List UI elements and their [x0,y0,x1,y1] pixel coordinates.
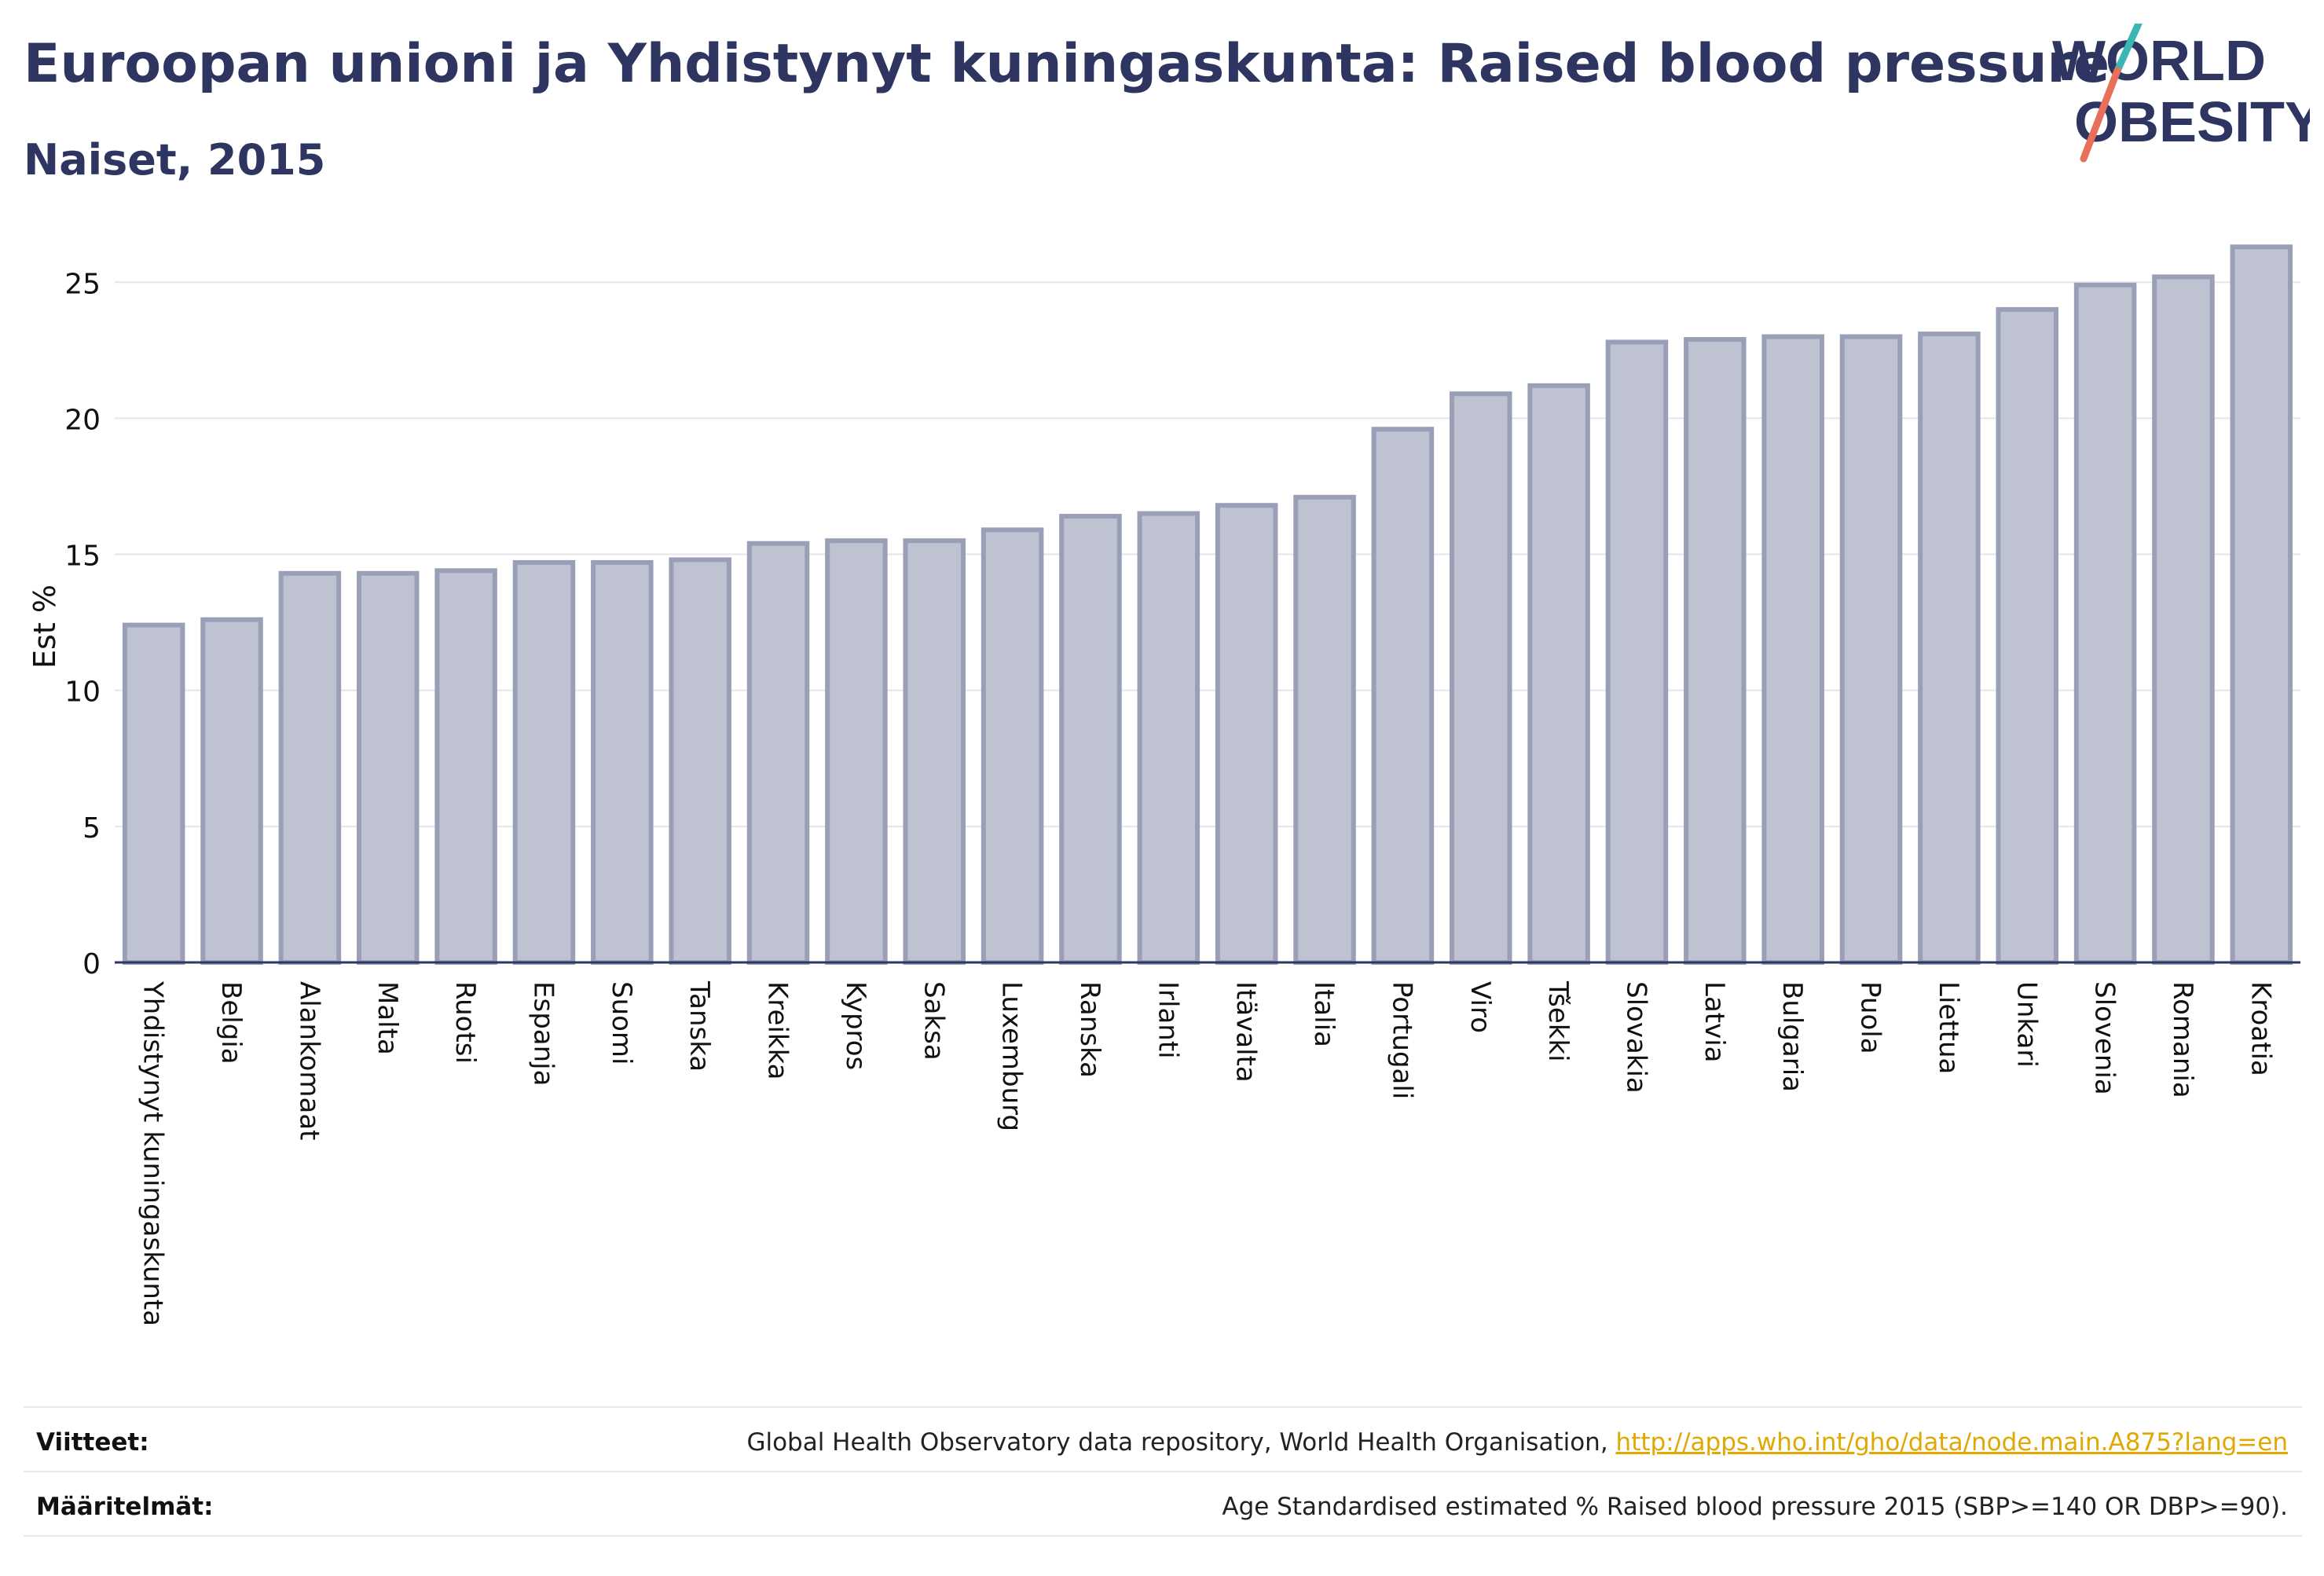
bar[interactable] [591,559,654,965]
bar[interactable] [1918,332,1981,965]
x-tick-label: Belgia [215,981,247,1065]
footer-divider-top [24,1406,2302,1408]
x-tick-label: Portugali [1386,981,1417,1099]
bar[interactable] [2152,274,2215,966]
x-tick-label: Kreikka [762,981,794,1080]
x-tick-label: Latvia [1699,981,1730,1063]
y-tick-label: 0 [82,948,101,980]
bar[interactable] [746,541,810,965]
bar-chart: 0 5 10 15 20 25 Yhdistynyt kuningaskunta Belgi… [27,244,2300,1326]
x-tick-label: Irlanti [1152,981,1183,1059]
bar[interactable] [2073,282,2137,965]
x-tick-label: Yhdistynyt kuningaskunta [137,980,169,1326]
definitions-text: Age Standardised estimated % Raised bloo… [1222,1493,2288,1521]
bar[interactable] [278,570,342,966]
logo-slash-teal [2113,24,2143,75]
x-tick-label: Kypros [840,981,871,1070]
bar[interactable] [903,538,966,965]
x-tick-label: Suomi [606,981,637,1065]
sources-text: Global Health Observatory data repositor… [746,1428,2288,1457]
bar[interactable] [122,622,185,965]
y-tick-label: 5 [82,812,101,845]
logo-text-obesity: OBESITY [2074,91,2310,154]
bar[interactable] [434,568,497,965]
x-tick-label: Ruotsi [449,981,481,1064]
x-tick-label: Slovenia [2089,981,2121,1095]
x-tick-label: Liettua [1933,981,1964,1074]
chart-subtitle: Naiset, 2015 [24,135,326,185]
sources-label: Viitteet: [36,1428,149,1457]
bar[interactable] [1761,334,1824,966]
bar[interactable] [1605,339,1669,965]
definitions-label: Määritelmät: [36,1493,214,1521]
bar[interactable] [1215,503,1278,965]
bar[interactable] [1839,334,1903,966]
y-tick-label: 25 [64,268,101,300]
bar[interactable] [1449,391,1512,966]
x-tick-label: Unkari [2011,981,2042,1068]
x-tick-label: Romania [2167,981,2198,1098]
bar[interactable] [981,527,1044,965]
x-tick-labels: Yhdistynyt kuningaskunta Belgia Alankomaat… [137,980,2277,1326]
bar[interactable] [200,617,263,966]
bar[interactable] [825,538,888,965]
bar[interactable] [1293,494,1356,965]
bar[interactable] [1684,336,1747,965]
x-tick-label: Luxemburg [996,981,1028,1131]
bar[interactable] [1996,306,2059,965]
bars [122,244,2293,966]
x-tick-label: Kroatia [2245,981,2276,1076]
x-tick-label: Bulgaria [1776,981,1808,1092]
footer-divider-middle [24,1471,2302,1472]
y-tick-label: 20 [64,404,101,436]
sources-link[interactable]: http://apps.who.int/gho/data/node.main.A… [1615,1428,2288,1457]
x-tick-label: Tšekki [1542,980,1574,1062]
logo-slash-coral [2080,67,2121,163]
x-tick-label: Malta [372,981,403,1055]
bar[interactable] [512,559,576,965]
x-tick-label: Espanja [527,981,559,1086]
bar[interactable] [669,557,731,965]
footer-divider-bottom [24,1535,2302,1537]
x-tick-label: Itävalta [1230,981,1262,1083]
logo-text-world: WORLD [2052,30,2266,93]
bar[interactable] [356,570,420,966]
x-tick-label: Ranska [1074,981,1105,1078]
world-obesity-logo: WORLD OBESITY [2052,24,2310,163]
y-tick-labels: 0 5 10 15 20 25 [64,268,101,980]
chart-title: Euroopan unioni ja Yhdistynyt kuningasku… [24,33,2110,95]
bar[interactable] [1527,383,1590,965]
x-tick-label: Italia [1308,981,1340,1047]
x-tick-label: Puola [1855,981,1886,1054]
x-tick-label: Saksa [918,981,949,1061]
bar[interactable] [2230,244,2293,966]
bar[interactable] [1137,511,1200,965]
y-tick-label: 15 [64,541,101,573]
x-tick-label: Viro [1464,981,1496,1033]
sources-description: Global Health Observatory data repositor… [746,1428,1616,1457]
bar[interactable] [1371,427,1435,965]
x-tick-label: Slovakia [1620,981,1651,1094]
y-axis-label: Est % [27,585,62,669]
x-tick-label: Alankomaat [293,981,324,1141]
y-tick-label: 10 [64,676,101,709]
bar[interactable] [1059,514,1122,965]
x-tick-label: Tanska [684,980,715,1072]
